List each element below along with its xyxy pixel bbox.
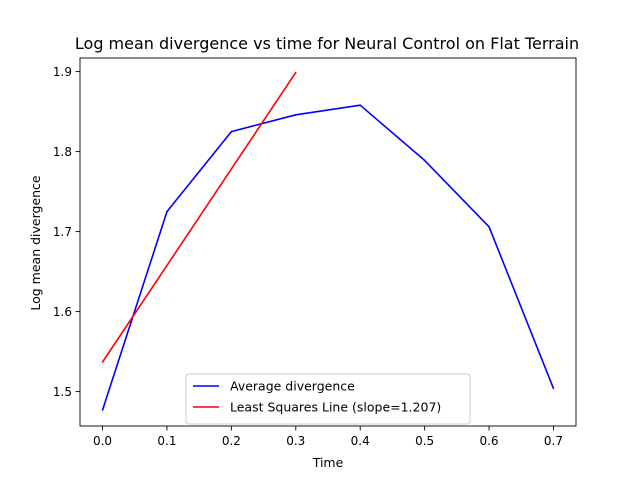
x-axis-label: Time [312, 455, 344, 470]
data-point-s1-6 [488, 226, 490, 228]
y-tick-label: 1.9 [53, 65, 72, 79]
data-point-s1-1 [166, 210, 168, 213]
x-tick-label: 0.7 [544, 434, 563, 448]
y-tick-label: 1.8 [53, 145, 72, 159]
data-point-s1-3 [294, 114, 297, 116]
x-tick-label: 0.4 [351, 434, 370, 448]
data-point-s2-0 [101, 361, 104, 363]
legend-label-1: Average divergence [230, 379, 355, 394]
series-line-2 [101, 71, 297, 363]
data-point-s1-5 [423, 159, 426, 162]
legend: Average divergence Least Squares Line (sl… [185, 373, 471, 425]
data-point-s1-0 [101, 409, 104, 411]
data-point-s1-7 [552, 387, 555, 390]
y-axis-label: Log mean divergence [28, 175, 43, 311]
x-tick-label: 0.5 [415, 434, 434, 448]
legend-box [185, 373, 471, 425]
y-tick-label: 1.7 [53, 225, 72, 239]
x-tick-label: 0.0 [93, 434, 112, 448]
plot-area: 0.0 0.1 0.2 0.3 0.4 0.5 0.6 0.7 1.5 1.6 1.7 1.8 1.9 [53, 57, 577, 448]
x-tick-label: 0.3 [286, 434, 305, 448]
data-point-s1-4 [359, 104, 362, 106]
y-tick-label: 1.5 [53, 385, 72, 399]
data-point-s1-2 [230, 130, 233, 133]
series-line-1 [101, 104, 555, 411]
y-tick-label: 1.6 [53, 305, 72, 319]
legend-label-2: Least Squares Line (slope=1.207) [230, 400, 441, 415]
x-tick-label: 0.1 [157, 434, 176, 448]
x-tick-label: 0.2 [222, 434, 241, 448]
axes-frame [79, 57, 577, 427]
chart-title: Log mean divergence vs time for Neural C… [75, 34, 579, 53]
x-tick-label: 0.6 [479, 434, 498, 448]
data-point-s2-1 [294, 71, 297, 74]
